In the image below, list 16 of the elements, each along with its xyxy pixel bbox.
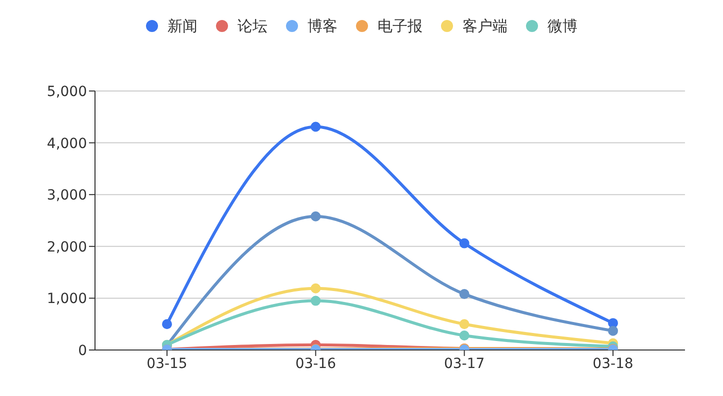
y-tick-label: 1,000	[46, 291, 87, 308]
y-tick-label: 2,000	[46, 239, 87, 256]
legend-label: 微博	[548, 16, 578, 36]
x-tick-label: 03-18	[592, 356, 634, 372]
legend-label: 新闻	[168, 16, 198, 36]
legend-label: 客户端	[462, 16, 508, 36]
x-tick-label: 03-15	[146, 356, 188, 372]
y-tick-label: 4,000	[46, 136, 87, 152]
legend-label: 电子报	[378, 16, 422, 36]
y-tick-label: 5,000	[46, 84, 87, 100]
legend-label: 论坛	[238, 16, 268, 36]
x-tick-label: 03-17	[444, 356, 485, 372]
y-tick-label: 0	[78, 342, 87, 359]
y-tick-label: 3,000	[46, 188, 87, 204]
x-tick-label: 03-16	[295, 356, 336, 372]
legend-label: 博客	[308, 16, 338, 36]
